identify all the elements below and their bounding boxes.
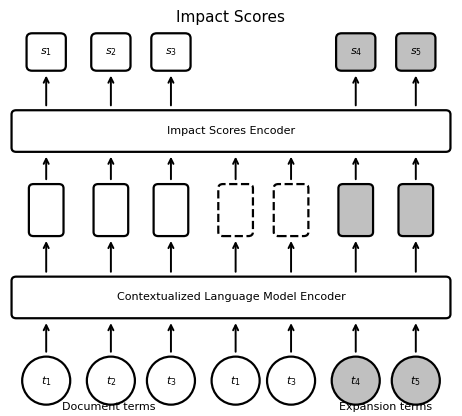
Text: $s_{5}$: $s_{5}$	[410, 46, 422, 58]
FancyBboxPatch shape	[274, 184, 309, 236]
Ellipse shape	[392, 357, 440, 405]
FancyBboxPatch shape	[152, 33, 191, 71]
FancyBboxPatch shape	[338, 184, 373, 236]
FancyBboxPatch shape	[12, 277, 450, 318]
Text: $t_{1}$: $t_{1}$	[231, 374, 241, 388]
Ellipse shape	[22, 357, 70, 405]
FancyBboxPatch shape	[93, 184, 128, 236]
Text: $s_{1}$: $s_{1}$	[40, 46, 52, 58]
FancyBboxPatch shape	[153, 184, 188, 236]
FancyBboxPatch shape	[398, 184, 433, 236]
Text: Contextualized Language Model Encoder: Contextualized Language Model Encoder	[116, 292, 346, 302]
Text: $s_{2}$: $s_{2}$	[105, 46, 117, 58]
Text: $t_{5}$: $t_{5}$	[411, 374, 421, 388]
Text: Impact Scores Encoder: Impact Scores Encoder	[167, 126, 295, 136]
FancyBboxPatch shape	[336, 33, 375, 71]
FancyBboxPatch shape	[219, 184, 253, 236]
Text: $s_{4}$: $s_{4}$	[350, 46, 362, 58]
FancyBboxPatch shape	[27, 33, 66, 71]
Text: $t_{2}$: $t_{2}$	[106, 374, 116, 388]
FancyBboxPatch shape	[396, 33, 435, 71]
Ellipse shape	[332, 357, 380, 405]
Text: Impact Scores: Impact Scores	[176, 10, 286, 25]
Text: $s_{3}$: $s_{3}$	[165, 46, 177, 58]
Text: Document terms: Document terms	[62, 402, 155, 412]
Text: $t_{3}$: $t_{3}$	[286, 374, 296, 388]
Text: $t_{1}$: $t_{1}$	[41, 374, 51, 388]
Text: $t_{3}$: $t_{3}$	[166, 374, 176, 388]
Ellipse shape	[147, 357, 195, 405]
Text: $t_{4}$: $t_{4}$	[350, 374, 361, 388]
FancyBboxPatch shape	[12, 110, 450, 152]
FancyBboxPatch shape	[29, 184, 64, 236]
Text: Expansion terms: Expansion terms	[339, 402, 432, 412]
Ellipse shape	[267, 357, 315, 405]
Ellipse shape	[87, 357, 135, 405]
FancyBboxPatch shape	[91, 33, 130, 71]
Ellipse shape	[212, 357, 260, 405]
